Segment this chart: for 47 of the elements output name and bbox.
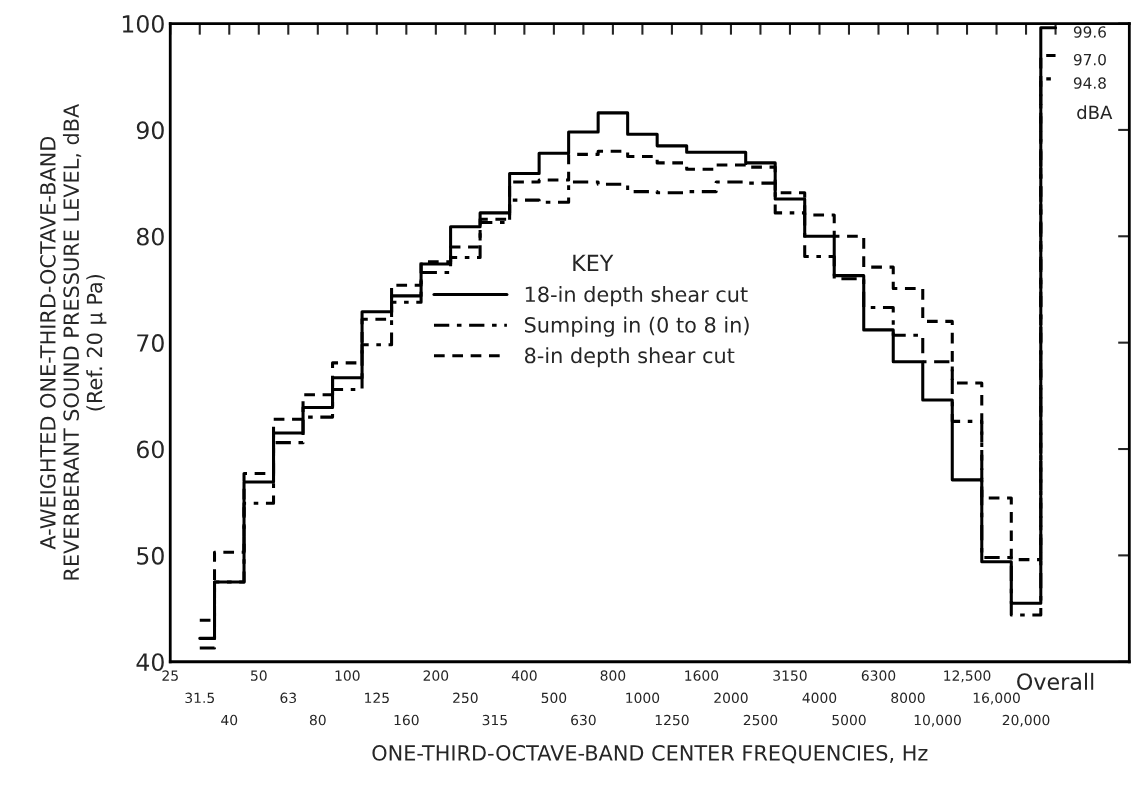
x-tick-label: 100 (335, 670, 360, 681)
y-tick-label: 90 (136, 121, 164, 140)
x-tick-label: 250 (453, 692, 478, 704)
x-tick-label: 25 (162, 670, 178, 681)
annotation: 94.8 (1073, 77, 1106, 89)
x-tick-label: 16,000 (973, 692, 1020, 705)
x-tick-label: 1600 (685, 670, 719, 681)
x-tick-label: 6300 (861, 670, 896, 681)
x-tick-label: 400 (511, 670, 537, 681)
x-tick-label: 500 (541, 692, 567, 704)
x-tick-label: 63 (280, 692, 297, 704)
x-tick-label: 12,500 (944, 670, 991, 683)
x-tick-label: 80 (309, 714, 326, 726)
y-tick-label: 70 (137, 334, 164, 352)
legend-label: 8-in depth shear cut (524, 347, 735, 368)
y-tick-label: 60 (136, 440, 164, 459)
x-tick-label: 2000 (714, 692, 748, 704)
x-tick-label: 4000 (802, 692, 837, 704)
x-tick-label: 160 (394, 714, 419, 726)
legend-label: Sumping in (0 to 8 in) (524, 316, 749, 337)
x-tick-label: 200 (423, 670, 449, 681)
y-tick-label: 100 (122, 15, 164, 33)
x-tick-label: 630 (571, 714, 596, 726)
x-axis-title: ONE-THIRD-OCTAVE-BAND CENTER FREQUENCIES, Hz (372, 745, 928, 764)
x-tick-label: 50 (251, 670, 267, 681)
y-tick-label: 50 (137, 546, 164, 565)
x-tick-label: 8000 (891, 692, 925, 704)
x-tick-label: 3150 (773, 670, 807, 681)
annotation: 99.6 (1073, 26, 1106, 38)
x-tick-label: 31.5 (185, 692, 215, 704)
y-tick-label: 80 (136, 227, 164, 246)
y-axis-title: A-WEIGHTED ONE-THIRD-OCTAVE-BAND REVERBERANT SOUND PRESSURE LEVEL, dBA (Ref. 20 μ Pa) (39, 103, 107, 580)
x-tick-label: 315 (482, 714, 507, 726)
legend-label: 18-in depth shear cut (525, 286, 748, 307)
x-tick-label: 2500 (743, 714, 778, 726)
x-tick-label: 800 (600, 670, 626, 681)
x-tick-label: 1000 (626, 692, 660, 704)
x-tick-label: Overall (1017, 672, 1094, 691)
x-tick-label: 1250 (655, 714, 689, 726)
x-tick-label: 10,000 (914, 714, 961, 727)
annotation: 97.0 (1073, 53, 1106, 66)
text: dBA (1077, 105, 1113, 120)
x-tick-label: 20,000 (1002, 714, 1050, 727)
x-tick-label: 5000 (832, 714, 866, 726)
legend-title: KEY (573, 254, 614, 272)
x-tick-label: 40 (221, 714, 238, 726)
x-tick-label: 125 (365, 692, 389, 704)
